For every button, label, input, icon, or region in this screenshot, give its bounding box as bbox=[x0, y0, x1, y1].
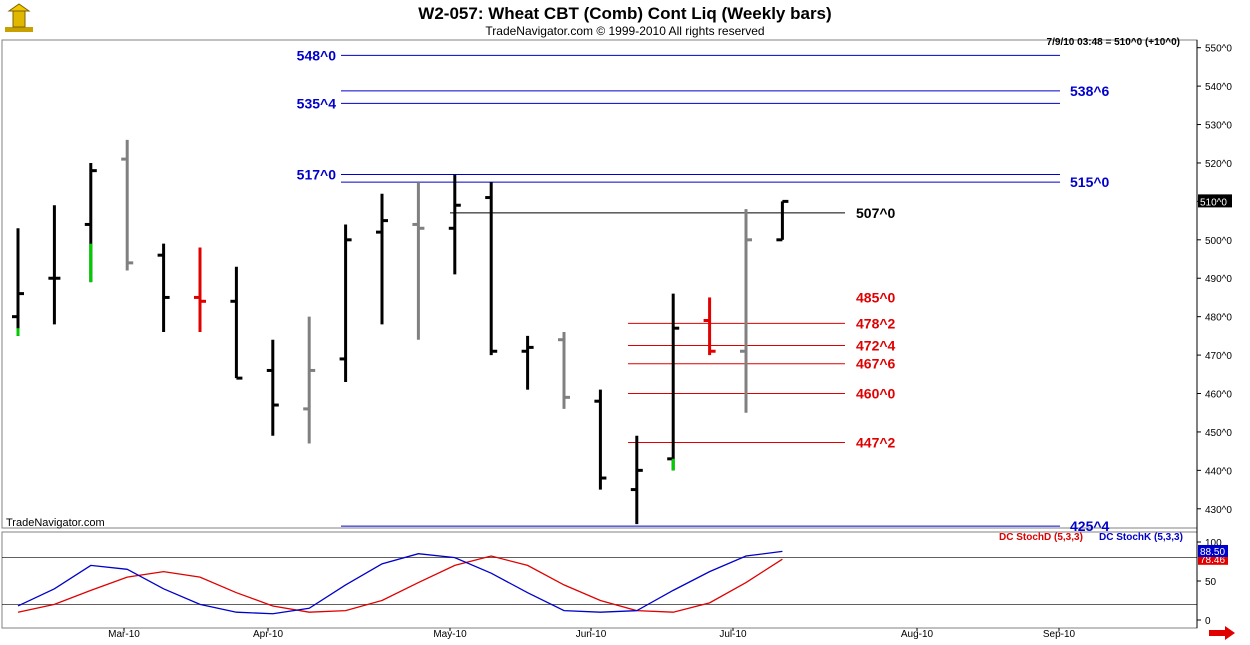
y-tick-label: 500^0 bbox=[1205, 236, 1232, 247]
y-tick-label: 430^0 bbox=[1205, 505, 1232, 516]
y-tick-label: 460^0 bbox=[1205, 390, 1232, 401]
quote-timestamp: 7/9/10 03:48 = 510^0 (+10^0) bbox=[1046, 37, 1180, 48]
y-tick-label: 540^0 bbox=[1205, 82, 1232, 93]
level-label-507^0: 507^0 bbox=[856, 205, 896, 221]
level-label-478^2: 478^2 bbox=[856, 315, 896, 331]
ind-y-tick-label: 100 bbox=[1205, 538, 1222, 549]
indicator-panel-frame bbox=[1, 531, 1198, 629]
scroll-right-arrow-icon[interactable] bbox=[1207, 626, 1237, 640]
level-label-517^0: 517^0 bbox=[297, 166, 337, 182]
stoch-last-box bbox=[1198, 544, 1228, 557]
stoch-last-label: 78.46 bbox=[1200, 555, 1225, 566]
ind-y-tick-label: 0 bbox=[1205, 616, 1211, 627]
legend-stochd: DC StochD (5,3,3) bbox=[999, 532, 1083, 543]
chart-title: W2-057: Wheat CBT (Comb) Cont Liq (Weekl… bbox=[418, 4, 832, 23]
level-label-515^0: 515^0 bbox=[1070, 174, 1110, 190]
level-label-425^4: 425^4 bbox=[1070, 518, 1110, 534]
level-label-467^6: 467^6 bbox=[856, 356, 896, 372]
y-tick-label: 490^0 bbox=[1205, 274, 1232, 285]
legend-stochk: DC StochK (5,3,3) bbox=[1099, 532, 1183, 543]
x-tick-label: Jun-10 bbox=[576, 629, 607, 640]
last-price-box bbox=[1198, 194, 1232, 208]
level-label-485^0: 485^0 bbox=[856, 289, 896, 305]
chart-subtitle: TradeNavigator.com © 1999-2010 All right… bbox=[485, 24, 765, 38]
x-tick-label: Apr-10 bbox=[253, 629, 283, 640]
x-tick-label: May-10 bbox=[433, 629, 467, 640]
stoch-line-k bbox=[17, 550, 783, 615]
level-label-548^0: 548^0 bbox=[297, 47, 337, 63]
level-label-535^4: 535^4 bbox=[297, 95, 337, 111]
last-price-label: 510^0 bbox=[1200, 197, 1227, 208]
level-label-538^6: 538^6 bbox=[1070, 83, 1110, 99]
ind-y-tick-label: 50 bbox=[1205, 577, 1217, 588]
y-tick-label: 480^0 bbox=[1205, 313, 1232, 324]
level-label-460^0: 460^0 bbox=[856, 386, 896, 402]
x-tick-label: Mar-10 bbox=[108, 629, 140, 640]
level-label-447^2: 447^2 bbox=[856, 435, 896, 451]
x-tick-label: Jul-10 bbox=[719, 629, 747, 640]
x-tick-label: Aug-10 bbox=[901, 629, 934, 640]
y-tick-label: 470^0 bbox=[1205, 351, 1232, 362]
x-tick-label: Sep-10 bbox=[1043, 629, 1076, 640]
y-tick-label: 520^0 bbox=[1205, 159, 1232, 170]
tradenavigator-logo-icon bbox=[3, 3, 35, 35]
level-label-472^4: 472^4 bbox=[856, 337, 896, 353]
y-tick-label: 530^0 bbox=[1205, 121, 1232, 132]
stoch-line-d bbox=[17, 555, 783, 613]
y-tick-label: 440^0 bbox=[1205, 466, 1232, 477]
y-tick-label: 550^0 bbox=[1205, 44, 1232, 55]
y-tick-label: 450^0 bbox=[1205, 428, 1232, 439]
stoch-last-label: 88.50 bbox=[1200, 547, 1225, 558]
brand-watermark: TradeNavigator.com bbox=[6, 517, 105, 529]
